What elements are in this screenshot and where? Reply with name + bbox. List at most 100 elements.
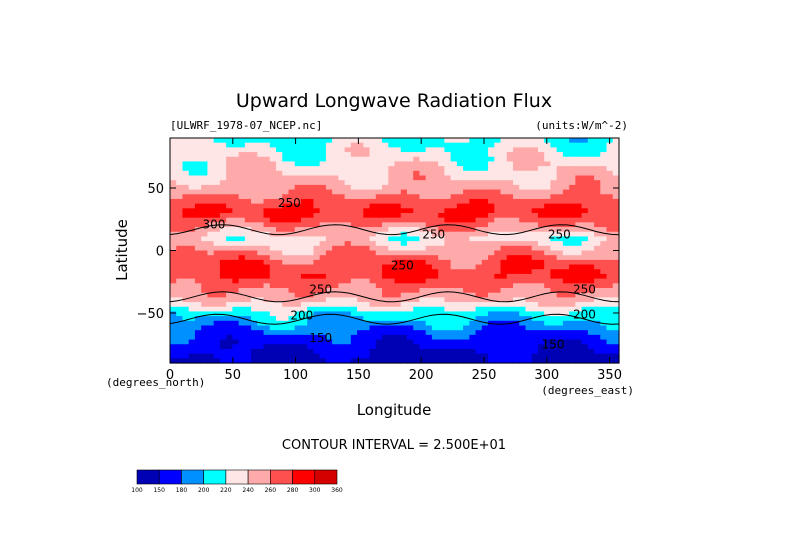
heatmap-cell <box>575 147 583 153</box>
heatmap-cell <box>500 189 508 195</box>
heatmap-cell <box>494 297 502 303</box>
heatmap-cell <box>294 302 302 308</box>
heatmap-cell <box>244 320 252 327</box>
heatmap-cell <box>332 353 339 359</box>
heatmap-cell <box>581 231 589 238</box>
heatmap-cell <box>606 316 614 322</box>
heatmap-cell <box>257 241 265 247</box>
heatmap-cell <box>525 241 533 247</box>
heatmap-cell <box>194 194 202 200</box>
heatmap-cell <box>176 189 184 195</box>
heatmap-cell <box>338 259 346 266</box>
heatmap-cell <box>357 222 364 228</box>
heatmap-cell <box>463 259 470 266</box>
heatmap-cell <box>400 170 408 177</box>
heatmap-cell <box>500 259 508 266</box>
heatmap-cell <box>450 306 458 313</box>
heatmap-cell <box>450 353 458 359</box>
heatmap-cell <box>288 189 296 195</box>
heatmap-cell <box>269 269 277 275</box>
heatmap-cell <box>170 213 177 219</box>
heatmap-cell <box>313 166 321 172</box>
heatmap-cell <box>288 198 296 205</box>
heatmap-cell <box>170 292 177 298</box>
heatmap-cell <box>263 213 271 219</box>
heatmap-cell <box>388 208 396 214</box>
heatmap-cell <box>500 217 508 223</box>
heatmap-cell <box>575 142 583 148</box>
heatmap-cell <box>525 269 533 275</box>
heatmap-cell <box>562 208 570 214</box>
heatmap-cell <box>394 198 402 205</box>
heatmap-cell <box>600 348 608 355</box>
heatmap-cell <box>213 138 221 144</box>
heatmap-cell <box>550 255 558 261</box>
heatmap-cell <box>481 292 489 298</box>
heatmap-cell <box>232 292 240 298</box>
heatmap-cell <box>569 241 576 247</box>
heatmap-cell <box>170 311 177 317</box>
heatmap-cell <box>182 334 190 341</box>
heatmap-cell <box>257 283 265 289</box>
heatmap-cell <box>562 353 570 359</box>
heatmap-cell <box>219 170 227 177</box>
heatmap-cell <box>344 311 352 317</box>
heatmap-cell <box>282 259 290 266</box>
heatmap-cell <box>219 283 227 289</box>
heatmap-cell <box>413 138 421 144</box>
heatmap-cell <box>194 344 202 350</box>
heatmap-cell <box>419 203 427 209</box>
heatmap-cell <box>531 339 539 345</box>
heatmap-cell <box>463 184 470 191</box>
heatmap-cell <box>575 231 583 238</box>
heatmap-cell <box>251 250 258 256</box>
heatmap-cell <box>244 203 252 209</box>
heatmap-cell <box>325 344 333 350</box>
heatmap-cell <box>226 152 233 158</box>
heatmap-cell <box>207 175 215 181</box>
heatmap-cell <box>188 292 196 298</box>
heatmap-cell <box>406 184 414 191</box>
contour-line <box>169 224 620 236</box>
heatmap-cell <box>338 297 346 303</box>
heatmap-cell <box>226 316 233 322</box>
heatmap-cell <box>500 302 508 308</box>
heatmap-cell <box>587 306 595 313</box>
heatmap-cell <box>463 213 470 219</box>
heatmap-cell <box>201 255 209 261</box>
heatmap-cell <box>425 208 433 214</box>
heatmap-cell <box>182 198 190 205</box>
heatmap-cell <box>406 213 414 219</box>
heatmap-cell <box>375 227 383 233</box>
heatmap-cell <box>431 194 439 200</box>
heatmap-cell <box>350 264 358 270</box>
heatmap-cell <box>562 302 570 308</box>
heatmap-cell <box>194 358 202 364</box>
heatmap-cell <box>419 189 427 195</box>
heatmap-cell <box>406 302 414 308</box>
heatmap-cell <box>425 320 433 327</box>
heatmap-cell <box>332 184 339 191</box>
heatmap-cell <box>188 245 196 252</box>
chart-subtitle-units: (units:W/m^-2) <box>535 119 628 132</box>
heatmap-cell <box>300 231 308 238</box>
heatmap-cell <box>413 283 421 289</box>
heatmap-cell <box>201 194 209 200</box>
heatmap-cell <box>307 241 315 247</box>
heatmap-cell <box>188 288 196 294</box>
heatmap-cell <box>587 334 595 341</box>
heatmap-cell <box>463 288 470 294</box>
heatmap-cell <box>269 189 277 195</box>
heatmap-cell <box>475 273 483 280</box>
heatmap-cell <box>587 269 595 275</box>
heatmap-cell <box>263 152 271 158</box>
heatmap-cell <box>363 278 371 284</box>
heatmap-cell <box>251 259 258 266</box>
heatmap-cell <box>550 325 558 331</box>
heatmap-cell <box>600 156 608 163</box>
heatmap-cell <box>332 170 339 177</box>
heatmap-cell <box>481 339 489 345</box>
heatmap-cell <box>456 198 464 205</box>
heatmap-cell <box>531 358 539 364</box>
